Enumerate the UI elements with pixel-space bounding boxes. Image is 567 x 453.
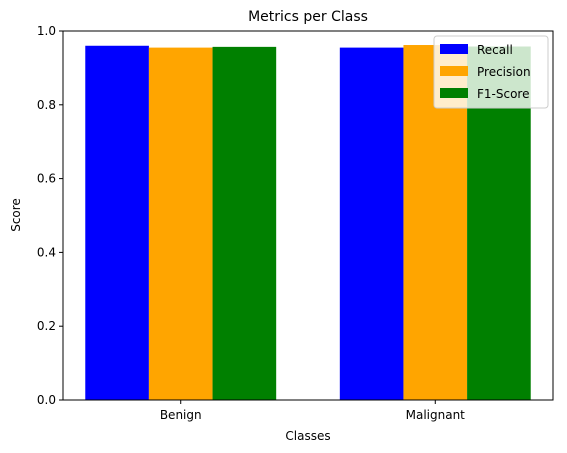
bars-group — [85, 45, 531, 401]
chart-title: Metrics per Class — [248, 9, 368, 25]
plot-frame — [62, 30, 554, 401]
bar-f1-score-benign — [212, 46, 277, 400]
y-tick-label: 0.8 — [37, 98, 56, 112]
y-tick-label: 0.0 — [37, 393, 56, 407]
y-tick-label: 0.2 — [37, 319, 56, 333]
bar-recall-malignant — [339, 47, 404, 400]
legend-swatch-f1-score — [440, 88, 468, 98]
x-tick-label-malignant: Malignant — [406, 408, 466, 422]
y-tick-label: 0.4 — [37, 245, 56, 259]
y-axis: 0.0 0.2 0.4 0.6 0.8 1.0 — [37, 24, 63, 407]
legend-swatch-recall — [440, 44, 468, 54]
legend: Recall Precision F1-Score — [433, 35, 549, 109]
y-axis-label: Score — [9, 198, 23, 232]
legend-label-recall: Recall — [477, 43, 513, 57]
y-tick-label: 1.0 — [37, 24, 56, 38]
x-axis-label: Classes — [285, 429, 330, 443]
x-axis: Benign Malignant — [160, 400, 465, 422]
legend-label-precision: Precision — [477, 65, 531, 79]
bar-recall-benign — [85, 45, 149, 400]
x-tick-label-benign: Benign — [160, 408, 202, 422]
y-tick-label: 0.6 — [37, 172, 56, 186]
legend-swatch-precision — [440, 66, 468, 76]
legend-label-f1-score: F1-Score — [477, 87, 529, 101]
bar-precision-benign — [148, 47, 213, 400]
